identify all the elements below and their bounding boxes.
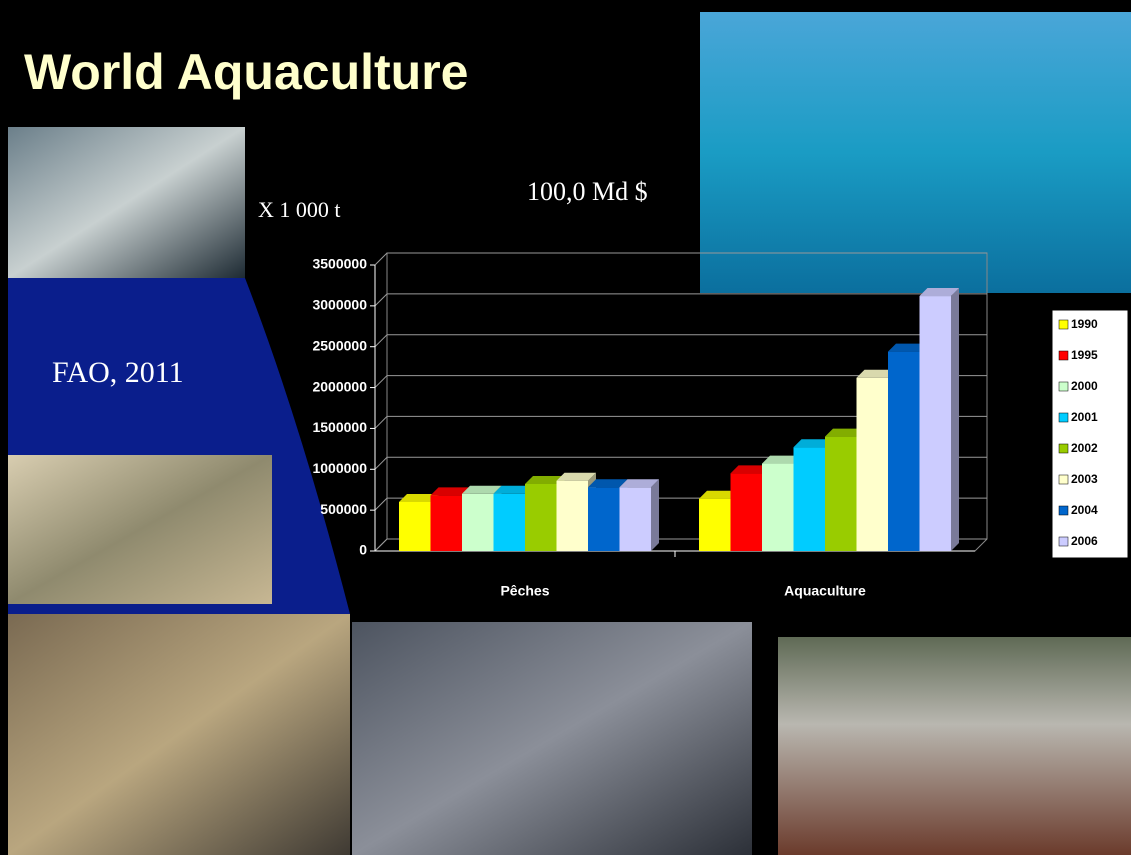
bar (619, 487, 651, 551)
bar (525, 483, 557, 551)
photo-ponds (8, 455, 272, 604)
bar (588, 487, 620, 551)
bar-top (556, 472, 596, 481)
legend-swatch (1058, 319, 1069, 330)
y-tick-label: 2000000 (312, 378, 367, 394)
legend-label: 1990 (1071, 317, 1098, 331)
bar (793, 447, 825, 551)
bar (919, 296, 951, 551)
bar-top (793, 439, 833, 448)
x-tick-label: Aquaculture (784, 583, 866, 599)
bar (730, 473, 762, 551)
bar (762, 463, 794, 551)
legend-label: 2003 (1071, 472, 1098, 486)
bar-top (856, 369, 896, 378)
legend-label: 2004 (1071, 503, 1098, 517)
bar-top (699, 490, 739, 499)
legend-label: 2001 (1071, 410, 1098, 424)
y-tick-label: 2500000 (312, 337, 367, 353)
y-tick-label: 3500000 (312, 256, 367, 272)
grid-line (374, 293, 987, 307)
bar-top (399, 493, 439, 502)
unit-note: X 1 000 t (258, 197, 341, 222)
bar (825, 436, 857, 551)
bar-top (762, 455, 802, 464)
value-note: 100,0 Md $ (527, 177, 648, 206)
source-note: FAO, 2011 (52, 356, 184, 389)
legend-label: 2000 (1071, 379, 1098, 393)
bar (699, 498, 731, 551)
bar-top (919, 288, 959, 297)
legend-swatch (1058, 412, 1069, 423)
bar-top (888, 343, 928, 352)
bar-top (588, 479, 628, 488)
photo-island (8, 127, 245, 278)
bar-side (951, 288, 959, 551)
bar-top (430, 487, 470, 496)
y-tick-label: 1000000 (312, 460, 367, 476)
bar (462, 493, 494, 551)
photo-fish-tanks (778, 637, 1131, 855)
grid-line (374, 252, 987, 266)
bar-top (730, 465, 770, 474)
legend-swatch (1058, 474, 1069, 485)
grid-line (374, 375, 987, 388)
bar-top (619, 479, 659, 488)
photo-oysters (8, 614, 350, 855)
grid-line (374, 334, 987, 348)
bar (556, 480, 588, 551)
bar-side (651, 479, 659, 551)
y-tick-label: 500000 (320, 501, 367, 517)
legend-label: 2002 (1071, 441, 1098, 455)
bar-top (493, 485, 533, 494)
legend-label: 2006 (1071, 534, 1098, 548)
legend-swatch (1058, 443, 1069, 454)
bar (430, 495, 462, 551)
grid-line (374, 415, 987, 429)
photo-stilt-house (700, 12, 1131, 293)
legend-swatch (1058, 536, 1069, 547)
bar (399, 501, 431, 551)
bar (856, 377, 888, 551)
bar-top (825, 428, 865, 437)
bar-top (462, 485, 502, 494)
legend-swatch (1058, 505, 1069, 516)
bar (888, 351, 920, 551)
slide-title: World Aquaculture (24, 44, 468, 100)
legend-swatch (1058, 381, 1069, 392)
legend-label: 1995 (1071, 348, 1098, 362)
bar (493, 493, 525, 551)
y-tick-label: 1500000 (312, 419, 367, 435)
legend-swatch (1058, 350, 1069, 361)
y-tick-label: 0 (359, 542, 367, 558)
x-tick-label: Pêches (500, 583, 549, 599)
bar-top (525, 475, 565, 484)
photo-shrimp (352, 622, 752, 855)
y-tick-label: 3000000 (312, 297, 367, 313)
